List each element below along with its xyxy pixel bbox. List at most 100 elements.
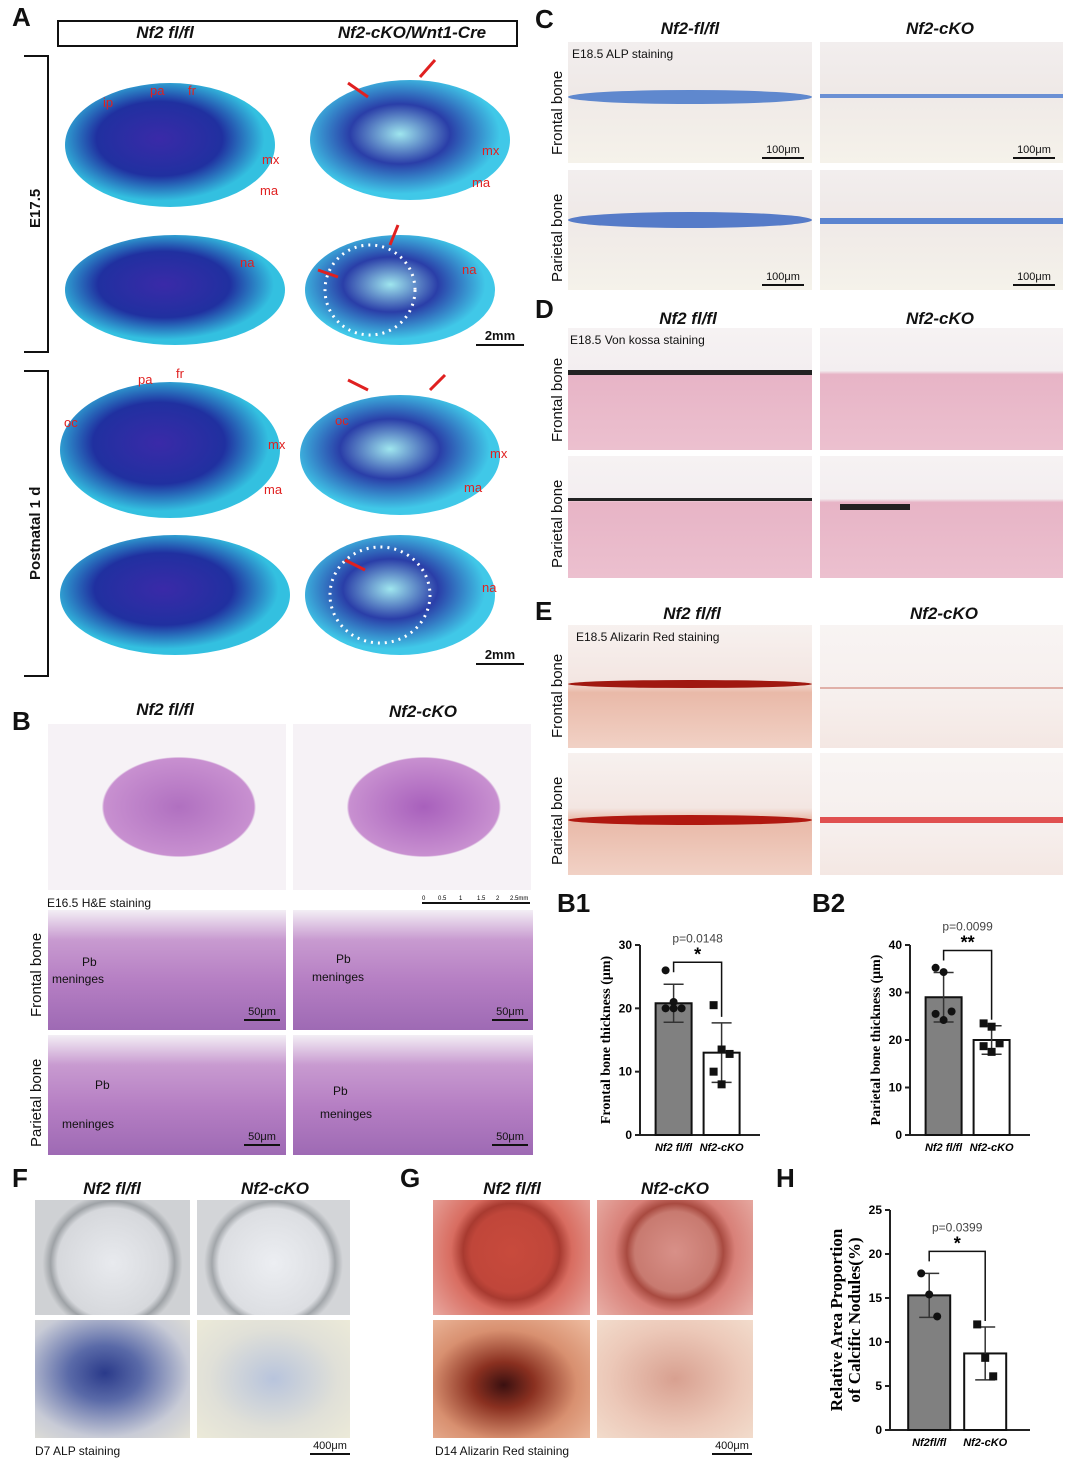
he-whole-embryo-fl xyxy=(48,724,286,890)
alp-micro-fl xyxy=(35,1320,190,1438)
he-frontal-cko xyxy=(293,910,533,1030)
skull-fl-e17-lateral xyxy=(65,83,275,207)
data-point xyxy=(995,1039,1004,1048)
b-scale-bar: 50μm xyxy=(244,1006,280,1021)
panel-label-b1: B1 xyxy=(557,888,591,918)
panel-label-b: B xyxy=(12,706,31,736)
significance-bracket xyxy=(928,1250,986,1322)
e-header-right: Nf2-cKO xyxy=(909,604,979,623)
skull-cko-e17-dorsal xyxy=(305,235,495,345)
x-tick-label: Nf2-cKO xyxy=(963,1437,1007,1449)
meninges-label: meninges xyxy=(312,970,365,984)
c-scale-bar: 100μm xyxy=(1013,271,1055,286)
b-row-label-1: Frontal bone xyxy=(28,932,45,1017)
x-tick-label: Nf2 fl/fl xyxy=(925,1142,963,1154)
panel-label-g: G xyxy=(400,1163,421,1193)
data-point xyxy=(669,1004,678,1013)
panel-label-h: H xyxy=(776,1163,795,1193)
panel-label-e: E xyxy=(535,596,553,626)
d-header-right: Nf2-cKO xyxy=(905,309,975,328)
p-value: p=0.0148 xyxy=(672,931,723,945)
panel-label-f: F xyxy=(12,1163,28,1193)
data-point xyxy=(717,1080,726,1089)
alizarin-micro-cko xyxy=(597,1320,753,1438)
d-row-label-2: Parietal bone xyxy=(549,479,566,568)
pb-label: Pb xyxy=(95,1078,110,1092)
c-scale-bar: 100μm xyxy=(762,271,804,286)
data-point xyxy=(933,1312,942,1321)
he-parietal-cko xyxy=(293,1035,533,1155)
skull-fl-p1-lateral xyxy=(60,382,280,518)
y-axis-label: of Calcific Nodules(%) xyxy=(845,1237,864,1402)
y-tick-label: 10 xyxy=(869,1335,883,1349)
alizarin-micro-fl xyxy=(433,1320,590,1438)
alp-well-fl xyxy=(35,1200,190,1315)
significance-bracket xyxy=(672,961,723,1017)
y-tick-label: 10 xyxy=(619,1065,633,1079)
d-caption: E18.5 Von kossa staining xyxy=(570,333,705,347)
meninges-label: meninges xyxy=(52,972,105,986)
data-point xyxy=(979,1019,988,1028)
f-header-right: Nf2-cKO xyxy=(240,1179,310,1198)
label-na-cko: na xyxy=(462,262,477,277)
label-ma-p1-cko: ma xyxy=(464,480,483,495)
vonkossa-parietal-cko xyxy=(820,456,1063,578)
pb-label: Pb xyxy=(82,955,97,969)
data-point xyxy=(661,1004,670,1013)
skull-cko-e17-lateral xyxy=(310,80,510,200)
y-tick-label: 0 xyxy=(895,1128,902,1142)
b-scale-bar: 50μm xyxy=(244,1131,280,1146)
y-tick-label: 20 xyxy=(869,1247,883,1261)
skull-fl-e17-dorsal xyxy=(65,235,285,345)
y-axis-label: Frontal bone thickness (μm) xyxy=(599,956,614,1125)
alizarin-frontal-fl xyxy=(568,625,812,748)
e-row-label-2: Parietal bone xyxy=(549,776,566,865)
data-point xyxy=(669,998,678,1006)
skull-fl-p1-dorsal xyxy=(60,535,290,655)
y-tick-label: 5 xyxy=(875,1379,882,1393)
a-header-right: Nf2-cKO/Wnt1-Cre xyxy=(337,23,487,42)
skull-cko-p1-lateral xyxy=(300,395,500,515)
e-row-label-1: Frontal bone xyxy=(549,653,566,738)
y-tick-label: 40 xyxy=(889,938,903,952)
panel-label-d: D xyxy=(535,294,554,324)
c-scale-bar: 100μm xyxy=(1013,144,1055,159)
vonkossa-frontal-fl xyxy=(568,328,812,450)
label-mx-p1: mx xyxy=(268,437,286,452)
e-header-left: Nf2 fl/fl xyxy=(663,604,721,623)
a-row-label-1: E17.5 xyxy=(27,188,44,228)
p-value: p=0.0099 xyxy=(942,920,993,934)
label-mx: mx xyxy=(262,152,280,167)
alizarin-well-fl xyxy=(433,1200,590,1315)
skull-cko-p1-dorsal xyxy=(305,535,495,655)
y-tick-label: 10 xyxy=(889,1081,903,1095)
y-axis-label: Relative Area Proportion xyxy=(827,1228,846,1411)
data-point xyxy=(709,1001,718,1010)
c-header-left: Nf2-fl/fl xyxy=(660,19,720,38)
f-header-left: Nf2 fl/fl xyxy=(83,1179,141,1198)
x-tick-label: Nf2-cKO xyxy=(700,1142,744,1154)
data-point xyxy=(725,1049,734,1058)
significance-stars: * xyxy=(694,944,701,964)
panel-label-a: A xyxy=(12,2,31,32)
alizarin-well-cko xyxy=(597,1200,753,1315)
d-row-label-1: Frontal bone xyxy=(549,357,566,442)
x-tick-label: Nf2fl/fl xyxy=(912,1437,947,1449)
a-row-label-2: Postnatal 1 d xyxy=(27,486,44,580)
label-ip: ip xyxy=(103,95,114,110)
label-ma: ma xyxy=(260,183,279,198)
alizarin-frontal-cko xyxy=(820,625,1063,748)
y-tick-label: 0 xyxy=(625,1128,632,1142)
x-tick-label: Nf2-cKO xyxy=(970,1142,1014,1154)
a-header-left: Nf2 fl/fl xyxy=(136,23,194,42)
label-pa: pa xyxy=(150,83,165,98)
meninges-label: meninges xyxy=(62,1117,115,1131)
data-point xyxy=(661,966,670,975)
y-tick-label: 15 xyxy=(869,1291,883,1305)
label-oc: oc xyxy=(64,415,78,430)
label-ma-cko: ma xyxy=(472,175,491,190)
c-header-right: Nf2-cKO xyxy=(905,19,975,38)
data-point xyxy=(987,1022,996,1031)
label-na-p1-cko: na xyxy=(482,580,497,595)
